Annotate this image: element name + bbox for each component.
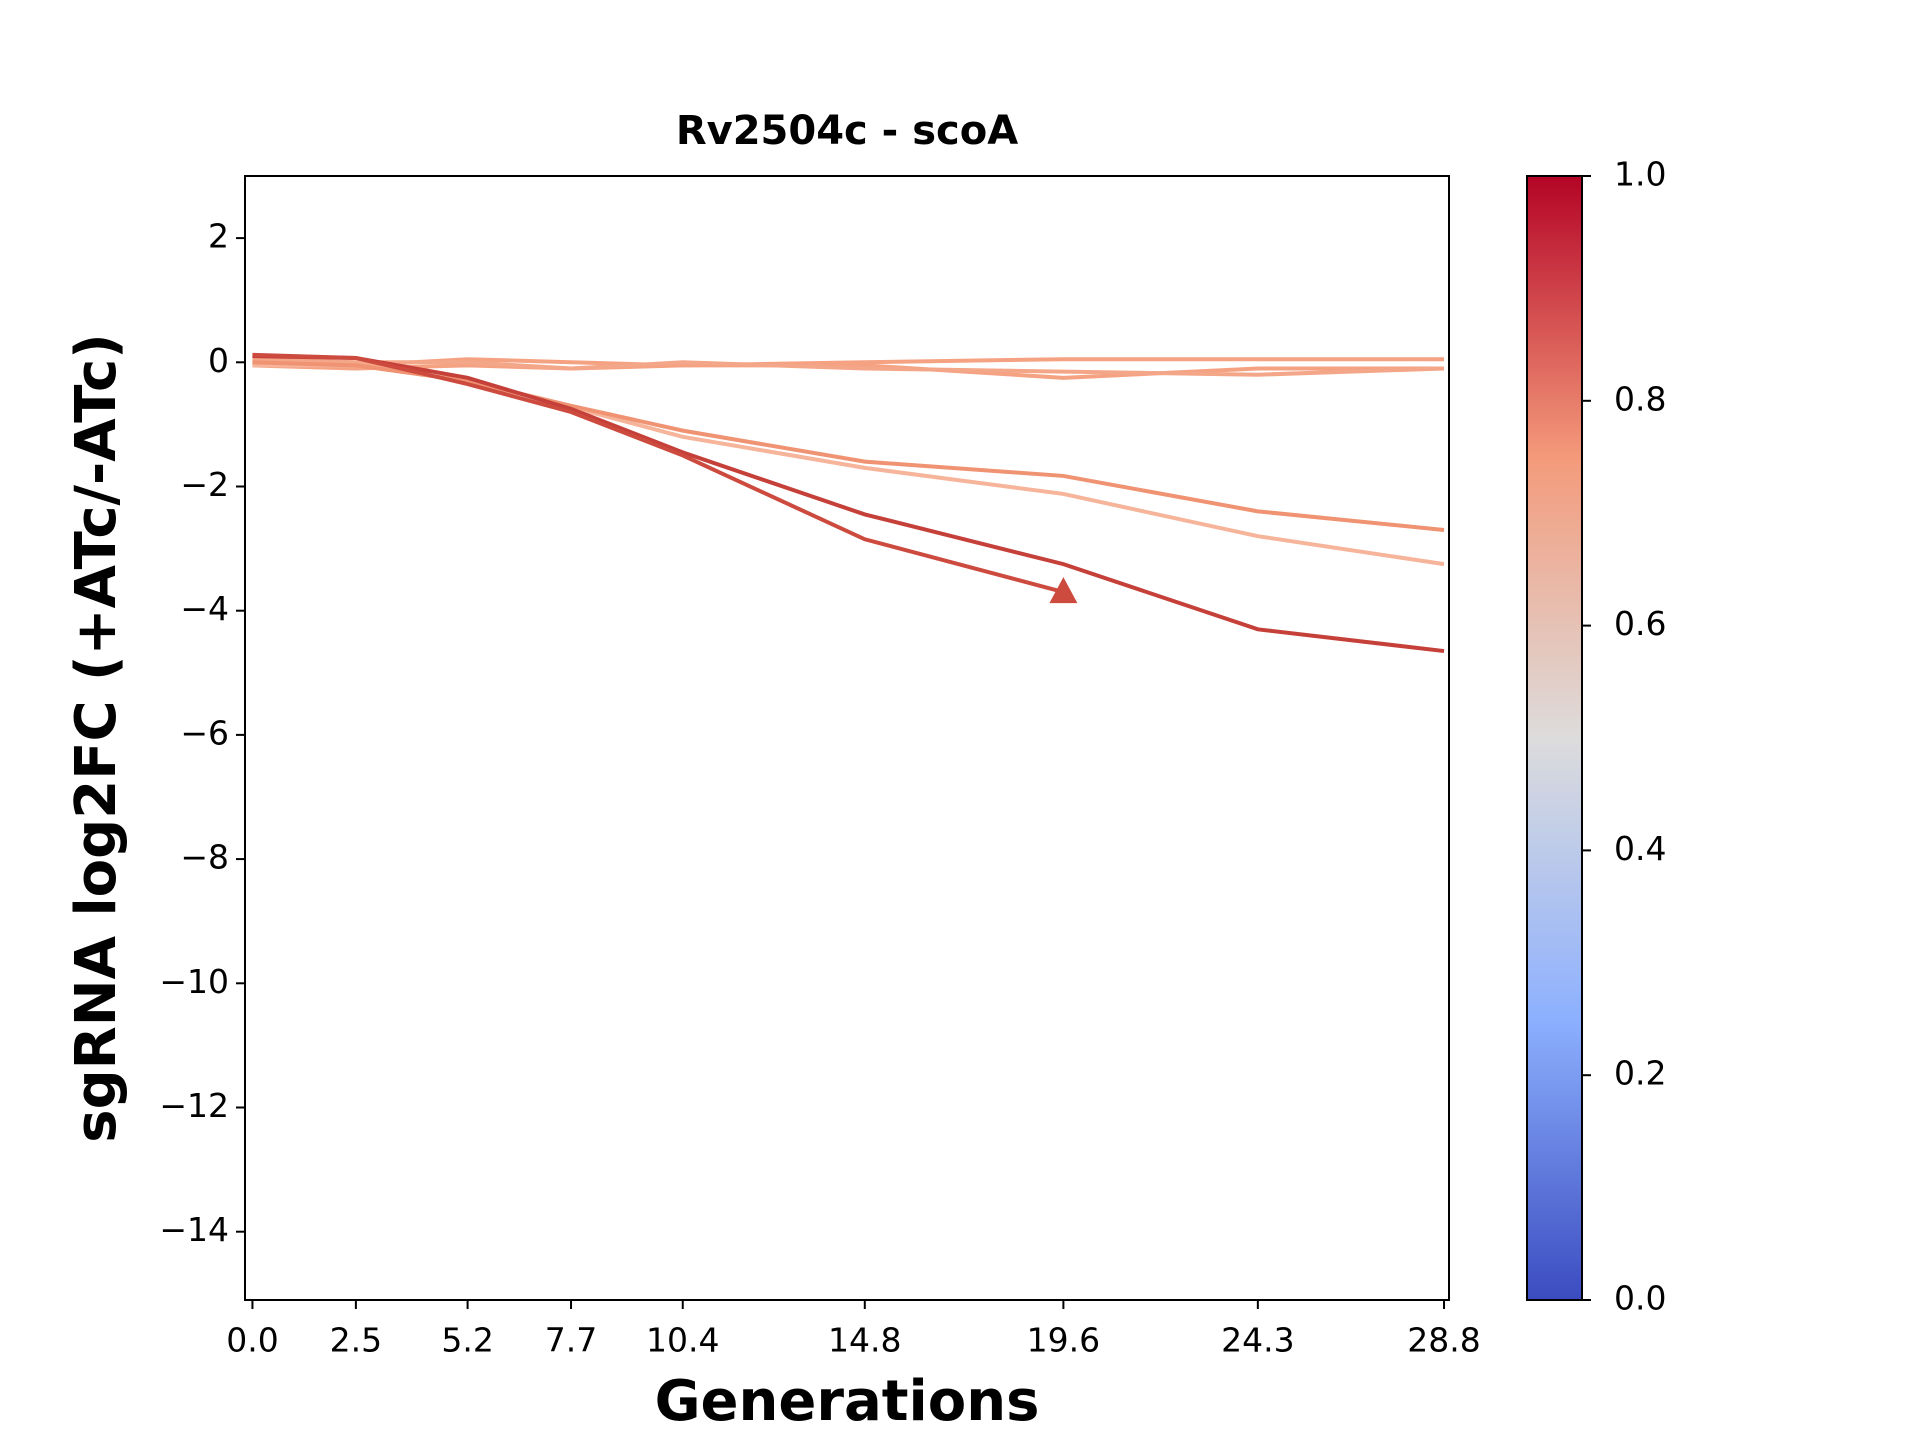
series-line (252, 352, 1064, 594)
x-tick-label: 24.3 (1221, 1321, 1294, 1360)
series-line (252, 360, 1445, 532)
x-tick-label: 14.8 (828, 1321, 901, 1360)
series-line (252, 354, 1445, 654)
x-tick-label: 28.8 (1407, 1321, 1480, 1360)
y-axis-label: sgRNA log2FC (+ATc/-ATc) (64, 333, 129, 1143)
series-line (252, 363, 1445, 567)
colorbar-tick-label: 0.0 (1614, 1279, 1666, 1318)
y-tick-label: 2 (208, 217, 229, 256)
colorbar-tick-label: 0.2 (1614, 1054, 1666, 1093)
x-axis-label: Generations (655, 1369, 1040, 1434)
x-tick-label: 5.2 (441, 1321, 493, 1360)
x-tick-label: 19.6 (1027, 1321, 1100, 1360)
y-tick-label: 0 (208, 341, 229, 380)
colorbar-tick-label: 1.0 (1614, 155, 1666, 194)
end-marker (1049, 577, 1078, 604)
y-tick-label: −2 (180, 465, 229, 504)
y-tick-label: −8 (180, 838, 229, 877)
chart-title: Rv2504c - scoA (676, 108, 1018, 154)
y-tick-label: −14 (159, 1210, 229, 1249)
y-tick-label: −10 (159, 962, 229, 1001)
colorbar-tick-label: 0.4 (1614, 829, 1666, 868)
colorbar (1526, 175, 1583, 1301)
x-tick-label: 2.5 (330, 1321, 382, 1360)
colorbar-tick-label: 0.6 (1614, 604, 1666, 643)
x-tick-label: 7.7 (545, 1321, 597, 1360)
series-line (252, 357, 1445, 377)
x-tick-label: 10.4 (646, 1321, 719, 1360)
colorbar-tick-label: 0.8 (1614, 379, 1666, 418)
y-tick-label: −4 (180, 589, 229, 628)
plot-frame (244, 175, 1450, 1301)
y-tick-label: −6 (180, 713, 229, 752)
y-tick-label: −12 (159, 1086, 229, 1125)
x-tick-label: 0.0 (226, 1321, 278, 1360)
